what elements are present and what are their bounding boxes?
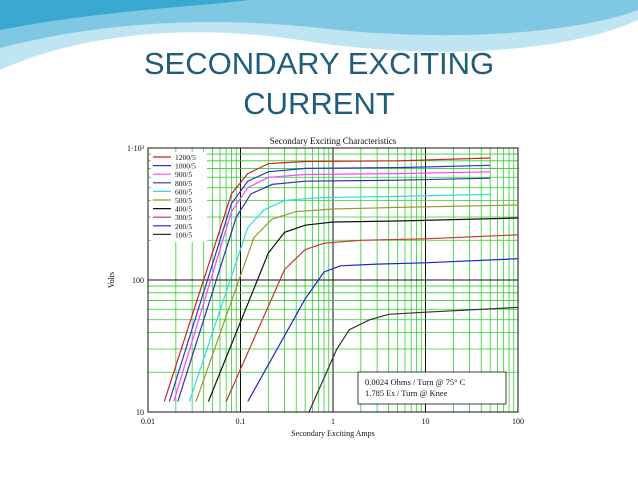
series-line-500-5 — [195, 204, 519, 402]
annotation-border — [357, 371, 507, 405]
annotation-box: 0.0024 Ohms / Turn @ 75° C1.785 Es / Tur… — [357, 371, 507, 405]
annotation-line-1: 0.0024 Ohms / Turn @ 75° C — [365, 377, 466, 387]
slide-title-line-2: CURRENT — [243, 86, 395, 121]
slide-title: SECONDARY EXCITING CURRENT — [0, 44, 638, 124]
legend-label: 900/5 — [175, 170, 192, 179]
chart-title: Secondary Exciting Characteristics — [270, 136, 397, 146]
y-tick-label: 100 — [132, 276, 144, 285]
x-tick-label: 10 — [422, 417, 430, 426]
secondary-exciting-chart: 0.01 0.1 1 10 100 10 100 1·10³ Secondary Excitin… — [100, 132, 538, 442]
series-line-600-5 — [188, 193, 491, 402]
x-axis-label: Secondary Exciting Amps — [291, 429, 375, 438]
y-tick-label: 1·10³ — [127, 144, 145, 153]
y-axis-label: Volts — [107, 272, 116, 288]
legend-label: 1200/5 — [175, 153, 196, 162]
legend-label: 200/5 — [175, 222, 192, 231]
series-line-800-5 — [177, 177, 491, 402]
series-group — [163, 157, 519, 413]
y-tick-label: 10 — [136, 408, 144, 417]
series-line-100-5 — [308, 306, 519, 413]
legend-label: 1000/5 — [175, 162, 196, 171]
x-tick-label: 100 — [512, 417, 524, 426]
legend-label: 600/5 — [175, 187, 192, 196]
legend-background — [151, 152, 207, 242]
x-tick-label: 0.1 — [236, 417, 246, 426]
x-tick-label: 0.01 — [141, 417, 155, 426]
header-wave-decoration — [0, 0, 638, 70]
plot-border — [147, 147, 519, 413]
legend-label: 800/5 — [175, 179, 192, 188]
series-line-1200-5 — [163, 157, 491, 402]
series-line-900-5 — [173, 171, 491, 402]
legend-label: 300/5 — [175, 213, 192, 222]
legend-label: 500/5 — [175, 196, 192, 205]
annotation-line-2: 1.785 Es / Turn @ Knee — [365, 388, 448, 398]
slide-title-line-1: SECONDARY EXCITING — [143, 46, 495, 81]
series-line-300-5 — [225, 234, 519, 402]
legend-label: 100/5 — [175, 230, 192, 239]
legend: 1200/51000/5900/5800/5600/5500/5400/5300… — [151, 152, 207, 242]
series-line-400-5 — [207, 217, 519, 402]
legend-label: 400/5 — [175, 205, 192, 214]
x-tick-label: 1 — [331, 417, 335, 426]
series-line-1000-5 — [168, 164, 491, 402]
series-line-200-5 — [247, 258, 519, 402]
